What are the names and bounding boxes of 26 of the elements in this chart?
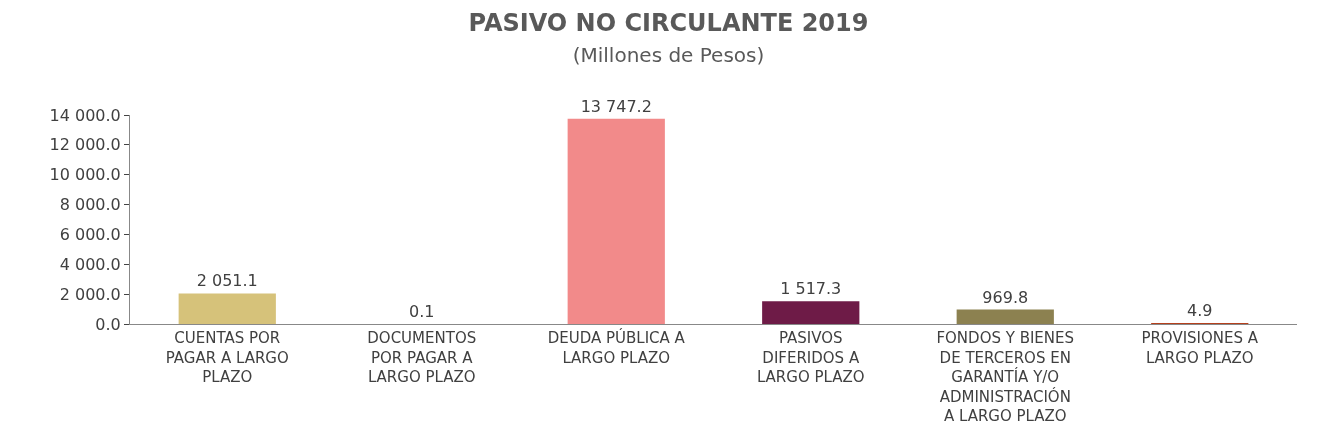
data-label: 0.1 <box>409 302 435 321</box>
bar <box>567 118 665 324</box>
bar <box>956 309 1054 324</box>
y-tick-label: 10 000.0 <box>49 165 121 185</box>
y-tick-label: 2 000.0 <box>59 284 121 304</box>
y-tick-label: 12 000.0 <box>49 135 121 155</box>
data-label: 1 517.3 <box>780 279 842 299</box>
x-tick-label: PASIVOS DIFERIDOS A LARGO PLAZO <box>756 329 865 386</box>
x-tick-label: CUENTAS POR PAGAR A LARGO PLAZO <box>165 329 289 386</box>
x-tick-label: DOCUMENTOS POR PAGAR A LARGO PLAZO <box>367 329 477 386</box>
data-label: 13 747.2 <box>580 96 652 116</box>
y-tick-label: 14 000.0 <box>49 105 121 125</box>
chart-title: PASIVO NO CIRCULANTE 2019 <box>468 9 869 38</box>
data-label: 969.8 <box>982 287 1029 307</box>
y-tick-label: 0.0 <box>95 314 121 334</box>
bar <box>762 301 860 324</box>
y-tick-label: 8 000.0 <box>59 195 121 215</box>
y-tick-label: 4 000.0 <box>59 254 121 274</box>
x-tick-label: DEUDA PÚBLICA A LARGO PLAZO <box>547 328 686 367</box>
data-label: 2 051.1 <box>196 271 258 291</box>
data-label: 4.9 <box>1187 301 1213 320</box>
chart-subtitle: (Millones de Pesos) <box>572 43 765 68</box>
bar <box>178 293 276 324</box>
x-tick-label: PROVISIONES A LARGO PLAZO <box>1141 329 1259 367</box>
y-tick-label: 6 000.0 <box>59 225 121 245</box>
x-tick-label: FONDOS Y BIENES DE TERCEROS EN GARANTÍA Y/O ADMINISTRACIÓN A LARGO PLAZO <box>936 329 1075 425</box>
